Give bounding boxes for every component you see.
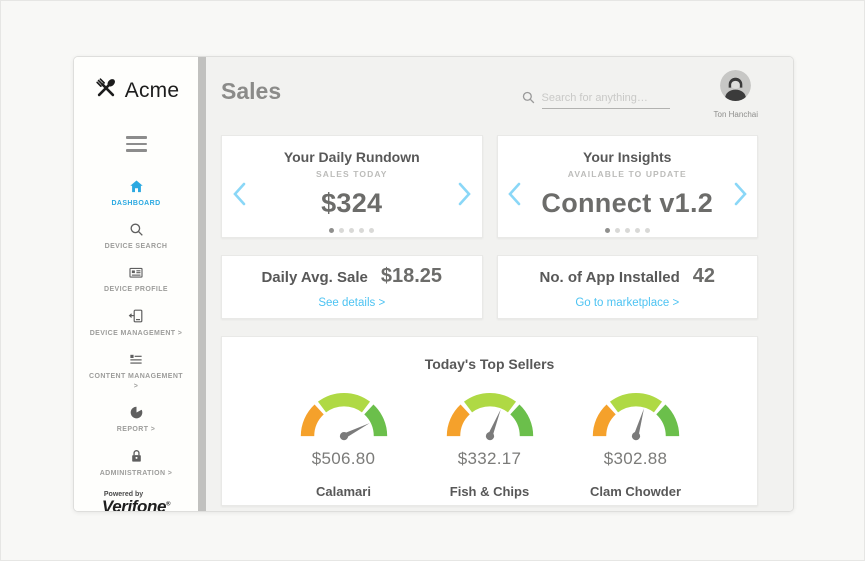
gauge-clam-chowder: $302.88 Clam Chowder	[581, 386, 691, 499]
apps-installed-card: No. of App Installed 42 Go to marketplac…	[496, 255, 758, 319]
card-subtitle: SALES TODAY	[315, 169, 388, 179]
pie-chart-icon	[129, 404, 144, 421]
home-icon	[129, 178, 144, 195]
avatar	[720, 70, 752, 106]
crossed-utensils-icon	[93, 75, 119, 106]
header: Sales	[221, 70, 758, 119]
daily-avg-sale-card: Daily Avg. Sale $18.25 See details >	[221, 255, 483, 319]
gauge-value: $302.88	[603, 449, 668, 468]
card-grid: Your Daily Rundown SALES TODAY $324 Your…	[221, 135, 758, 506]
gauges-row: $506.80 Calamari $332.17 Fish & Chips $3…	[289, 386, 691, 499]
insight-value: Connect v1.2	[541, 188, 714, 218]
carousel-dot[interactable]	[604, 228, 610, 233]
gauge-label: Clam Chowder	[589, 484, 681, 499]
search-icon	[522, 91, 535, 109]
carousel-dot[interactable]	[329, 228, 335, 233]
search-input[interactable]	[541, 90, 670, 109]
acme-logo[interactable]: Acme	[93, 75, 179, 106]
carousel-dot[interactable]	[359, 228, 365, 233]
gauge-fish-chips: $332.17 Fish & Chips	[435, 386, 545, 499]
logo-text: Acme	[124, 78, 180, 102]
top-sellers-card: Today's Top Sellers $506.80 Calamari $33…	[221, 336, 758, 506]
carousel-dot[interactable]	[339, 228, 345, 233]
gauge-calamari: $506.80 Calamari	[289, 386, 399, 499]
sales-today-value: $324	[321, 188, 383, 218]
chevron-right-icon[interactable]	[457, 181, 473, 207]
daily-rundown-card: Your Daily Rundown SALES TODAY $324	[221, 135, 483, 238]
see-details-link[interactable]: See details >	[318, 297, 386, 309]
gauge-chart	[592, 392, 679, 441]
sidebar: Acme DASHBOARD DEVICE SEARCH	[74, 57, 198, 511]
card-title: Your Daily Rundown	[283, 149, 420, 165]
gauge-value: $506.80	[311, 449, 376, 468]
gauge-chart	[300, 392, 387, 441]
carousel-dots[interactable]	[604, 228, 650, 233]
chevron-left-icon[interactable]	[507, 181, 523, 207]
avg-sale-value: $18.25	[380, 265, 443, 287]
carousel-dot[interactable]	[614, 228, 620, 233]
insights-card: Your Insights AVAILABLE TO UPDATE Connec…	[496, 135, 758, 238]
sidebar-item-administration[interactable]: ADMINISTRATION >	[74, 448, 198, 478]
gauge-chart	[446, 392, 533, 441]
sidebar-item-device-profile[interactable]: DEVICE PROFILE	[74, 264, 198, 294]
gauge-value: $332.17	[457, 449, 522, 468]
powered-by-label: Powered by	[103, 491, 144, 498]
sidebar-footer: Powered by Verifone® ? Help	[101, 491, 171, 512]
carousel-dot[interactable]	[644, 228, 650, 233]
card-subtitle: AVAILABLE TO UPDATE	[567, 169, 687, 179]
search-bar	[522, 90, 670, 109]
carousel-dot[interactable]	[624, 228, 630, 233]
user-menu[interactable]: Ton Hanchai	[714, 70, 758, 119]
content-list-icon	[128, 351, 144, 368]
device-arrow-icon	[128, 308, 144, 325]
gauge-label: Calamari	[316, 484, 371, 499]
carousel-dots[interactable]	[329, 228, 375, 233]
search-icon	[129, 221, 144, 238]
user-name: Ton Hanchai	[713, 110, 758, 119]
sidebar-divider	[198, 57, 206, 511]
sidebar-item-content-management[interactable]: CONTENT MANAGEMENT >	[74, 351, 198, 391]
menu-toggle-button[interactable]	[125, 136, 147, 152]
gauge-label: Fish & Chips	[449, 484, 530, 499]
sidebar-item-device-search[interactable]: DEVICE SEARCH	[74, 221, 198, 251]
app-window: Acme DASHBOARD DEVICE SEARCH	[73, 56, 794, 512]
sidebar-nav: DASHBOARD DEVICE SEARCH	[74, 178, 198, 492]
chevron-left-icon[interactable]	[231, 181, 247, 207]
top-sellers-title: Today's Top Sellers	[424, 356, 555, 372]
main-content: Sales	[206, 57, 793, 511]
page-title: Sales	[221, 78, 282, 104]
chevron-right-icon[interactable]	[732, 181, 748, 207]
carousel-dot[interactable]	[369, 228, 375, 233]
sidebar-item-report[interactable]: REPORT >	[74, 404, 198, 434]
verifone-wordmark: Verifone®	[101, 497, 171, 512]
card-title: Your Insights	[583, 149, 672, 165]
id-card-icon	[128, 264, 144, 281]
apps-installed-value: 42	[692, 265, 716, 287]
marketplace-link[interactable]: Go to marketplace >	[575, 297, 680, 309]
carousel-dot[interactable]	[349, 228, 355, 233]
lock-icon	[129, 448, 144, 465]
verifone-brand: Powered by Verifone®	[101, 491, 171, 512]
stat-label: No. of App Installed	[539, 269, 680, 286]
sidebar-item-dashboard[interactable]: DASHBOARD	[74, 178, 198, 208]
carousel-dot[interactable]	[634, 228, 640, 233]
sidebar-item-device-management[interactable]: DEVICE MANAGEMENT >	[74, 308, 198, 338]
stat-label: Daily Avg. Sale	[261, 269, 368, 286]
